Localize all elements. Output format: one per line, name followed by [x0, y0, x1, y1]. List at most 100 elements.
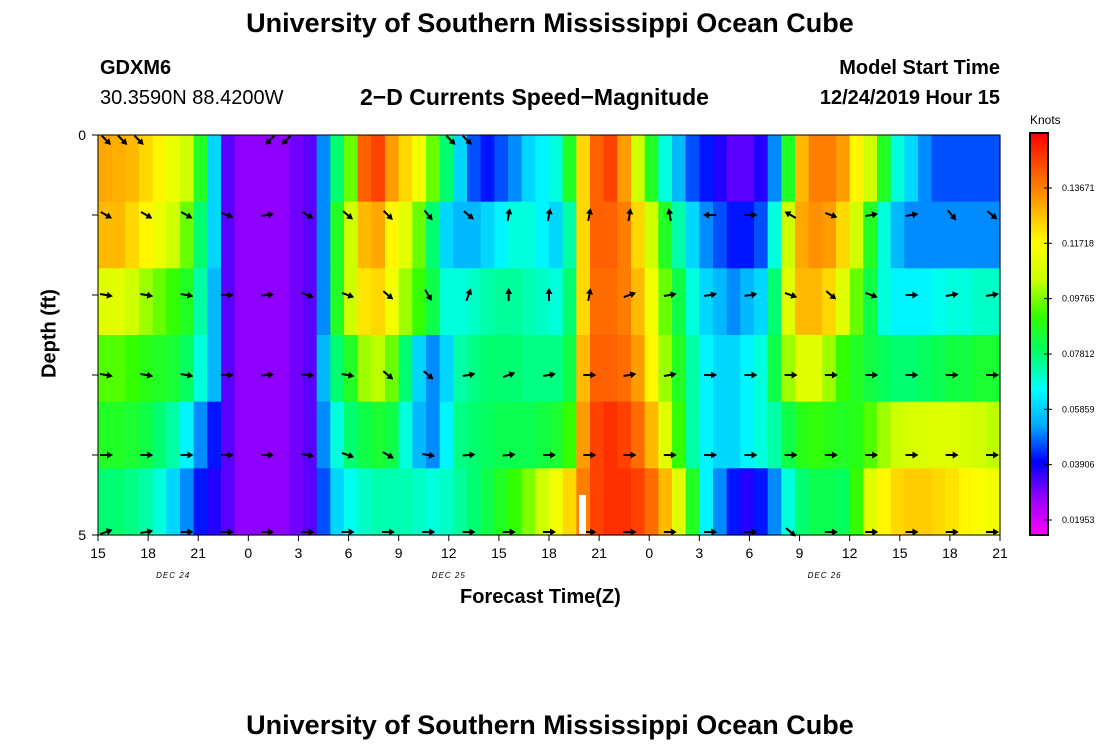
heatmap-cell: [248, 335, 263, 403]
heatmap-cell: [658, 135, 673, 203]
heatmap-cell: [972, 201, 987, 269]
heatmap-cell: [330, 335, 345, 403]
heatmap-cell: [726, 401, 741, 469]
heatmap-cell: [248, 401, 263, 469]
heatmap-cell: [439, 468, 454, 536]
heatmap-cell: [316, 468, 331, 536]
colorbar: 0.13671 0.11718 0.09765 0.07812 0.05859 0.039…: [1029, 132, 1095, 536]
heatmap-cell: [152, 335, 167, 403]
heatmap-cell: [631, 135, 646, 203]
current-arrow: [542, 371, 556, 379]
heatmap-cell: [412, 268, 427, 336]
heatmap-cell: [166, 268, 181, 336]
heatmap-cell: [275, 268, 290, 336]
heatmap-cell: [111, 201, 126, 269]
heatmap-cell: [822, 268, 837, 336]
heatmap-cell: [918, 268, 933, 336]
heatmap-cell: [986, 201, 1001, 269]
current-arrow: [986, 210, 998, 220]
current-arrow: [101, 135, 111, 145]
heatmap-cell: [98, 201, 113, 269]
station-id: GDXM6: [100, 57, 172, 79]
current-arrow: [422, 528, 436, 536]
page-title-top: University of Southern Mississippi Ocean…: [246, 8, 854, 38]
heatmap-cell: [836, 201, 851, 269]
heatmap-cell: [535, 468, 550, 536]
current-arrow: [666, 208, 674, 222]
heatmap-cell: [945, 335, 960, 403]
heatmap-cell: [221, 268, 236, 336]
heatmap-cell: [535, 335, 550, 403]
heatmap-cell: [398, 268, 413, 336]
heatmap-cell: [849, 135, 864, 203]
heatmap-cell: [234, 268, 249, 336]
heatmap-cell: [166, 468, 181, 536]
heatmap-cell: [166, 135, 181, 203]
heatmap-cell: [193, 468, 208, 536]
heatmap-cell: [863, 468, 878, 536]
heatmap-cell: [767, 135, 782, 203]
heatmap-cell: [494, 401, 509, 469]
heatmap-cell: [849, 468, 864, 536]
heatmap-cell: [562, 335, 577, 403]
heatmap-cell: [713, 335, 728, 403]
heatmap-cell: [822, 135, 837, 203]
heatmap-cell: [590, 268, 605, 336]
heatmap-cell: [767, 468, 782, 536]
heatmap-cell: [562, 401, 577, 469]
current-arrow: [382, 290, 394, 300]
heatmap-cell: [603, 201, 618, 269]
heatmap-cell: [726, 201, 741, 269]
heatmap-cell: [740, 335, 755, 403]
heatmap-cell: [945, 201, 960, 269]
date-label: DEC 26: [808, 571, 842, 580]
heatmap-cell: [98, 335, 113, 403]
y-tick-label: 0: [78, 127, 86, 143]
current-arrow: [543, 528, 556, 536]
current-arrow: [445, 135, 456, 145]
heatmap-cell: [508, 335, 523, 403]
heatmap-cell: [330, 401, 345, 469]
heatmap-cell: [398, 135, 413, 203]
heatmap-cell: [644, 468, 659, 536]
current-arrow: [220, 451, 234, 459]
heatmap-cell: [740, 268, 755, 336]
current-arrow: [220, 528, 234, 536]
heatmap-cell: [808, 468, 823, 536]
current-arrow: [985, 291, 999, 299]
heatmap-cell: [426, 335, 441, 403]
heatmap-cell: [221, 135, 236, 203]
heatmap-cell: [986, 335, 1001, 403]
heatmap-cell: [166, 335, 181, 403]
heatmap-cell: [330, 468, 345, 536]
heatmap-cell: [617, 468, 632, 536]
heatmap-cell: [193, 201, 208, 269]
heatmap-cell: [863, 201, 878, 269]
heatmap-cell: [890, 468, 905, 536]
heatmap-cell: [740, 201, 755, 269]
current-arrow: [382, 451, 394, 459]
heatmap-cell: [139, 135, 154, 203]
heatmap-cell: [562, 201, 577, 269]
current-arrow: [423, 209, 433, 221]
heatmap-cell: [986, 401, 1001, 469]
current-arrow: [824, 451, 838, 459]
heatmap-cell: [590, 401, 605, 469]
heatmap-cell: [371, 401, 386, 469]
x-tick-label: 9: [395, 545, 403, 561]
heatmap-cell: [480, 401, 495, 469]
heatmap-cell: [275, 335, 290, 403]
heatmap-cell: [371, 201, 386, 269]
heatmap-cell: [658, 335, 673, 403]
current-arrow: [140, 451, 154, 459]
heatmap-cell: [344, 335, 359, 403]
current-arrow: [281, 135, 292, 145]
heatmap-cell: [303, 401, 318, 469]
current-arrow: [586, 288, 593, 302]
current-arrow: [824, 371, 838, 379]
heatmap-cell: [726, 135, 741, 203]
heatmap-cell: [412, 468, 427, 536]
heatmap-cell: [98, 135, 113, 203]
heatmap-cell: [357, 268, 372, 336]
